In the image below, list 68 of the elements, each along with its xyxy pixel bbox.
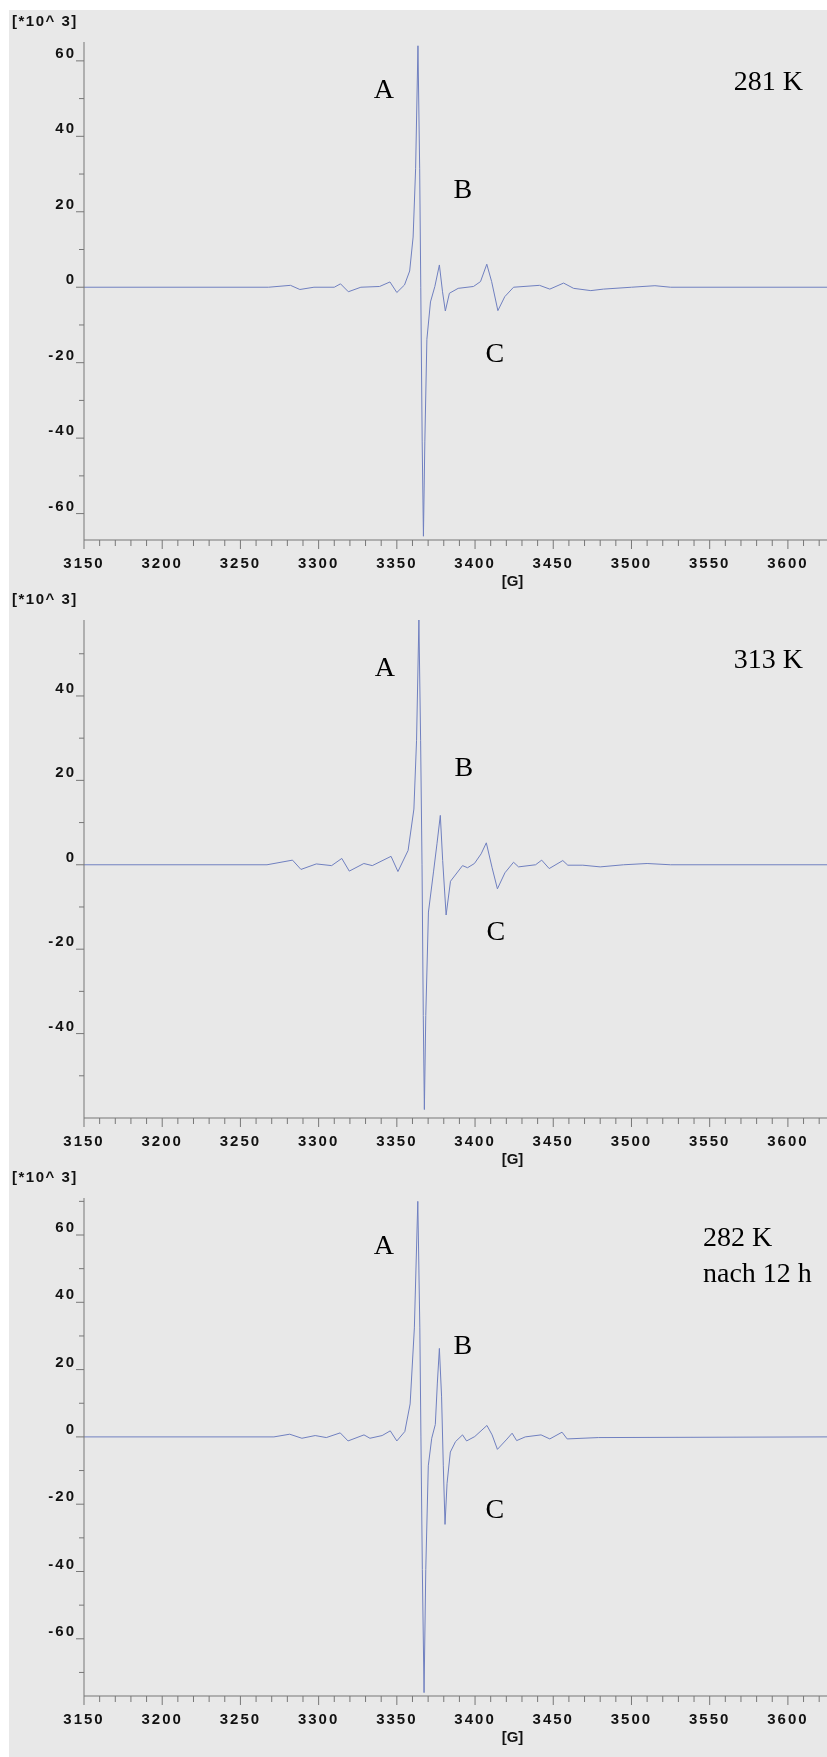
x-tick-label: 3400 xyxy=(454,1132,496,1149)
x-tick-label: 3250 xyxy=(219,1710,262,1727)
x-tick-label: 3200 xyxy=(141,1132,183,1149)
x-tick-label: 3200 xyxy=(141,1710,183,1727)
x-tick-label: 3450 xyxy=(532,1710,574,1727)
x-tick-label: 3500 xyxy=(610,1132,653,1149)
x-tick-label: 3200 xyxy=(141,554,183,571)
y-tick-label: 60 xyxy=(55,43,76,61)
x-tick-label: 3550 xyxy=(689,1132,731,1149)
annotation: C xyxy=(486,915,506,947)
annotation: B xyxy=(453,172,473,204)
x-tick-label: 3500 xyxy=(610,1710,653,1727)
x-tick-label: 3400 xyxy=(454,554,496,571)
y-tick-label: 40 xyxy=(55,119,76,137)
x-tick-label: 3300 xyxy=(297,554,340,571)
y-tick-label: -40 xyxy=(48,421,76,439)
y-tick-label: 0 xyxy=(65,847,76,865)
y-tick-label: 0 xyxy=(65,1419,76,1437)
y-axis-title: [*10^ 3] xyxy=(12,12,78,29)
y-tick-label: 40 xyxy=(55,1285,76,1303)
y-tick-label: -20 xyxy=(48,1487,76,1505)
x-tick-label: 3150 xyxy=(63,1132,105,1149)
text: 313 K xyxy=(733,643,803,674)
y-tick-label: 60 xyxy=(55,1218,76,1236)
x-tick-label: 3350 xyxy=(376,1132,418,1149)
annotation: A xyxy=(374,651,396,683)
x-tick-label: 3300 xyxy=(297,1132,340,1149)
annotation: B xyxy=(454,750,474,782)
y-axis-title: [*10^ 3] xyxy=(12,1168,78,1185)
annotation: A xyxy=(373,1229,395,1261)
x-tick-label: 3550 xyxy=(689,554,731,571)
x-tick-label: 3450 xyxy=(532,1132,574,1149)
x-tick-label: 3150 xyxy=(63,554,105,571)
x-tick-label: 3350 xyxy=(376,1710,418,1727)
annotation: C xyxy=(485,337,505,369)
x-tick-label: 3600 xyxy=(767,1710,809,1727)
x-tick-label: 3250 xyxy=(219,1132,262,1149)
y-tick-label: -60 xyxy=(48,1621,76,1639)
y-tick-label: -40 xyxy=(48,1554,76,1572)
x-axis-title: [G] xyxy=(501,572,524,589)
x-tick-label: 3350 xyxy=(376,554,418,571)
y-tick-label: -60 xyxy=(48,496,76,514)
x-axis-title: [G] xyxy=(501,1728,524,1745)
y-tick-label: 0 xyxy=(65,270,76,288)
x-tick-label: 3250 xyxy=(219,554,262,571)
x-tick-label: 3550 xyxy=(689,1710,731,1727)
x-tick-label: 3300 xyxy=(297,1710,340,1727)
y-tick-label: -20 xyxy=(48,345,76,363)
x-tick-label: 3450 xyxy=(532,554,574,571)
y-tick-label: 20 xyxy=(55,1352,76,1370)
text: 282 K xyxy=(703,1221,773,1252)
x-tick-label: 3400 xyxy=(454,1710,496,1727)
text: nach 12 h xyxy=(703,1257,812,1288)
y-tick-label: 20 xyxy=(55,763,76,781)
x-tick-label: 3600 xyxy=(767,554,809,571)
annotation: A xyxy=(373,73,395,105)
annotation: C xyxy=(485,1493,505,1525)
y-tick-label: 40 xyxy=(55,678,76,696)
annotation: B xyxy=(453,1328,473,1360)
x-tick-label: 3600 xyxy=(767,1132,809,1149)
x-tick-label: 3150 xyxy=(63,1710,105,1727)
y-axis-title: [*10^ 3] xyxy=(12,590,78,607)
y-tick-label: -40 xyxy=(48,1016,76,1034)
x-axis-title: [G] xyxy=(501,1150,524,1167)
y-tick-label: -20 xyxy=(48,932,76,950)
x-tick-label: 3500 xyxy=(610,554,653,571)
text: 281 K xyxy=(733,65,803,96)
y-tick-label: 20 xyxy=(55,194,76,212)
